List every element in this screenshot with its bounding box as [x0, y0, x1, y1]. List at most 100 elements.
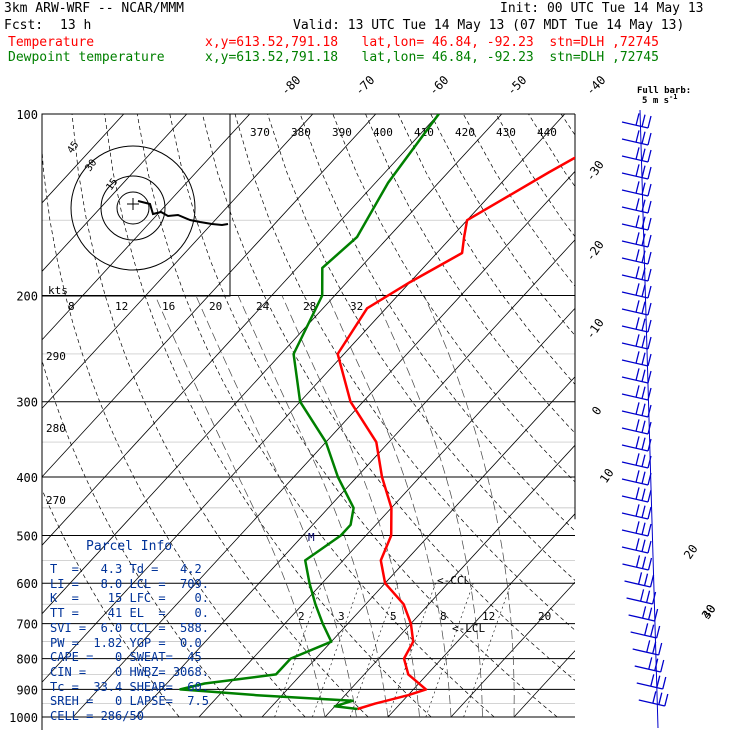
- wind-barb: [643, 573, 649, 586]
- wind-barb: [635, 402, 640, 415]
- theta-label: 440: [537, 126, 557, 139]
- wind-barb: [647, 319, 652, 333]
- moist-adiabat: [374, 295, 483, 718]
- moist-adiabat: [327, 295, 452, 718]
- init-time: Init: 00 UTC Tue 14 May 13: [500, 1, 704, 16]
- moist-adiabat: [423, 295, 515, 718]
- wind-barb: [641, 437, 646, 450]
- wind-barb: [635, 555, 641, 568]
- isotherm-label: 40: [699, 602, 719, 622]
- wind-barb: [635, 504, 640, 517]
- parcel-row: CAPE = 0 SWEAT= 45: [50, 650, 202, 665]
- parcel-row: CELL = 286/50: [50, 709, 144, 723]
- isotherm: [450, 581, 575, 718]
- wind-barb: [647, 607, 653, 620]
- wind-barb: [630, 631, 657, 639]
- isotherm: [72, 170, 575, 718]
- wind-barb: [636, 682, 663, 690]
- mixing-ratio-label: 8: [440, 610, 447, 623]
- wind-barb: [647, 370, 652, 384]
- isotherm-label: -50: [504, 73, 529, 98]
- wind-barb: [635, 300, 640, 313]
- isotherm-label: -60: [426, 73, 451, 98]
- wind-axis: [639, 109, 659, 729]
- wind-barb: [635, 198, 640, 211]
- moist-adiabat: [281, 295, 420, 718]
- wind-barb: [621, 274, 649, 282]
- wind-barb: [622, 563, 649, 571]
- wind-barb: [645, 590, 651, 603]
- wind-barb: [658, 642, 663, 656]
- pressure-label: 900: [16, 683, 38, 697]
- parcel-row: K = 15 LFC = 0.: [50, 591, 209, 606]
- wind-barb: [635, 232, 640, 245]
- wind-barb: [621, 478, 649, 486]
- mixing-ratio-label: 3: [338, 610, 345, 623]
- wind-barb: [635, 164, 640, 177]
- wind-barb: [621, 427, 649, 435]
- theta-label: 420: [455, 126, 475, 139]
- wind-barb: [641, 301, 646, 314]
- pressure-label: 600: [16, 577, 38, 591]
- wind-barbs: [621, 109, 669, 729]
- wind-barb: [635, 470, 640, 483]
- wind-barb: [647, 336, 652, 350]
- parcel-row: T = 4.3 Td = 4.2: [50, 562, 202, 576]
- wind-barb: [664, 693, 669, 707]
- wind-barb: [647, 234, 652, 248]
- temperature-legend-label: Temperature: [8, 35, 95, 50]
- wind-barb: [638, 699, 665, 707]
- wind-barb: [635, 147, 640, 160]
- wind-barb: [647, 540, 652, 554]
- wind-barb: [641, 318, 646, 331]
- wind-barb: [647, 166, 652, 180]
- wind-barb: [647, 557, 653, 571]
- mixing-ratio-label: 5: [390, 610, 397, 623]
- wind-barb: [621, 529, 649, 537]
- ccl-annotation: <-CCL: [437, 574, 470, 587]
- theta-label: 370: [250, 126, 270, 139]
- thetae-label: 32: [350, 300, 363, 313]
- pressure-label: 500: [16, 529, 38, 543]
- parcel-info-title: Parcel Info: [86, 539, 173, 554]
- dry-adiabat: [528, 114, 575, 187]
- wind-key: Full barb: 5 m s -1: [637, 86, 691, 106]
- wind-barb: [641, 556, 647, 569]
- wind-barb: [635, 317, 640, 330]
- wind-barb: [641, 539, 646, 552]
- wind-barb: [641, 114, 646, 127]
- wind-barb: [628, 614, 655, 622]
- dewpoint-legend-label: Dewpoint temperature: [8, 50, 165, 65]
- theta-label: 400: [373, 126, 393, 139]
- parcel-row: Tc = 33.4 SHEAR= 60.: [50, 679, 209, 694]
- parcel-row: LI = 8.0 LCL = 709.: [50, 576, 209, 591]
- parcel-row: SREH = 0 LAPSE= 7.5: [50, 694, 209, 709]
- wind-barb: [621, 342, 649, 350]
- mixing-ratio-label: 2: [298, 610, 305, 623]
- theta-label: 290: [46, 350, 66, 363]
- hodograph-ring: [100, 175, 166, 241]
- wind-barb: [647, 285, 652, 299]
- lcl-annotation: <-LCL: [452, 622, 485, 635]
- wind-barb: [641, 420, 646, 433]
- wind-barb: [635, 130, 640, 143]
- wind-barb: [647, 489, 652, 503]
- wind-barb: [656, 625, 661, 639]
- mixing-ratio-line: [349, 583, 398, 718]
- wind-barb: [635, 385, 640, 398]
- hodograph-ring-label: 45: [65, 140, 81, 156]
- series-line: [179, 114, 440, 711]
- theta-label: 430: [496, 126, 516, 139]
- thetae-label: 12: [115, 300, 128, 313]
- isotherm: [135, 239, 575, 718]
- hodograph-kts-label: kts: [48, 284, 68, 297]
- wind-barb: [621, 461, 649, 469]
- profiles: [179, 114, 575, 711]
- isotherm: [387, 513, 575, 718]
- wind-barb: [621, 121, 649, 129]
- dry-adiabat: [397, 114, 575, 385]
- pressure-label: 200: [16, 290, 38, 304]
- wind-barb: [648, 657, 653, 670]
- wind-barb: [635, 419, 640, 432]
- wind-key-line3: -1: [669, 93, 677, 101]
